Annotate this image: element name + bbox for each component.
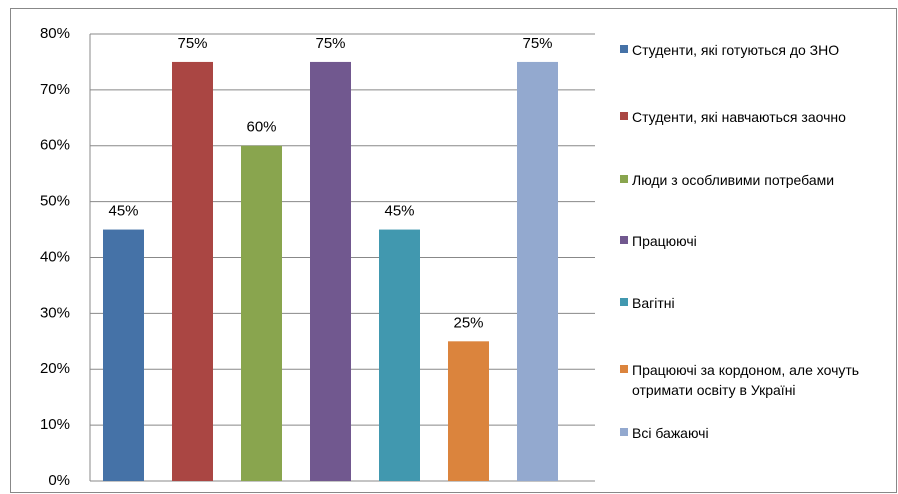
y-tick-label: 80% [40, 25, 70, 42]
data-label: 75% [522, 35, 552, 52]
data-label: 45% [384, 203, 414, 220]
legend-label: Всі бажаючі [632, 425, 709, 441]
y-tick-label: 50% [40, 193, 70, 210]
y-tick-label: 40% [40, 248, 70, 265]
legend-item: Студенти, які навчаються заочно [632, 109, 846, 125]
bar [379, 229, 420, 481]
legend-label: Люди з особливими потребами [632, 172, 835, 188]
bar [103, 229, 144, 481]
legend-swatch [620, 45, 628, 53]
data-label: 75% [177, 35, 207, 52]
legend-label: Студенти, які навчаються заочно [632, 109, 846, 125]
legend-swatch [620, 236, 628, 244]
legend-swatch [620, 365, 628, 373]
bar [310, 61, 351, 481]
y-tick-label: 10% [40, 416, 70, 433]
bar [448, 341, 489, 481]
legend-swatch [620, 112, 628, 120]
legend-item: Люди з особливими потребами [632, 172, 835, 188]
y-tick-label: 60% [40, 137, 70, 154]
bar [517, 61, 558, 481]
legend-swatch [620, 298, 628, 306]
legend-label: Працюючі [632, 233, 697, 249]
y-tick-label: 0% [48, 472, 70, 489]
y-tick-label: 30% [40, 304, 70, 321]
legend-label: Студенти, які готуються до ЗНО [632, 42, 840, 58]
legend-item: Вагітні [632, 295, 675, 311]
legend-label: Вагітні [632, 295, 675, 311]
legend-item: Всі бажаючі [632, 425, 709, 441]
legend-swatch [620, 428, 628, 436]
legend-item: Студенти, які готуються до ЗНО [632, 42, 840, 58]
legend-item: Працюючі за кордоном, але хочуть отримат… [632, 362, 860, 398]
data-label: 75% [315, 35, 345, 52]
legend-label: Працюючі за кордоном, але хочуть отримат… [632, 362, 860, 398]
legend-item: Працюючі [632, 233, 697, 249]
data-label: 25% [453, 314, 483, 331]
data-label: 60% [246, 119, 276, 136]
data-label: 45% [108, 203, 138, 220]
y-tick-label: 70% [40, 81, 70, 98]
bar [241, 145, 282, 481]
legend-swatch [620, 175, 628, 183]
bar [172, 61, 213, 481]
y-tick-label: 20% [40, 360, 70, 377]
